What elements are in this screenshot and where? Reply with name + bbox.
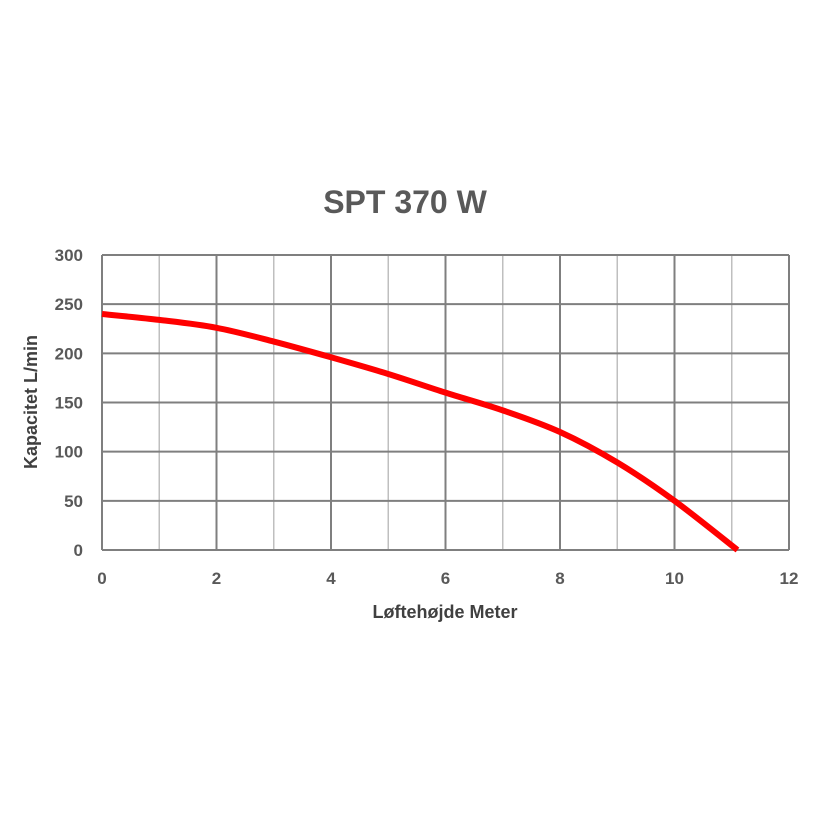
y-tick-label: 300	[55, 246, 83, 265]
y-axis-title: Kapacitet L/min	[21, 335, 41, 469]
x-tick-label: 2	[212, 569, 221, 588]
y-tick-labels: 0 50 100 150 200 250 300	[55, 246, 83, 560]
x-tick-labels: 0 2 4 6 8 10 12	[97, 569, 798, 588]
grid-major	[101, 254, 790, 551]
y-tick-label: 50	[64, 492, 83, 511]
y-tick-label: 250	[55, 295, 83, 314]
x-axis-title: Løftehøjde Meter	[372, 602, 517, 622]
x-tick-label: 6	[441, 569, 450, 588]
y-tick-label: 0	[74, 541, 83, 560]
y-tick-label: 100	[55, 443, 83, 462]
y-tick-label: 150	[55, 394, 83, 413]
x-tick-label: 0	[97, 569, 106, 588]
series-line-0	[101, 311, 740, 553]
series-layer	[101, 311, 740, 553]
chart-title: SPT 370 W	[323, 184, 487, 220]
x-tick-label: 12	[780, 569, 799, 588]
x-tick-label: 8	[555, 569, 564, 588]
y-tick-label: 200	[55, 344, 83, 363]
x-tick-label: 10	[665, 569, 684, 588]
x-tick-label: 4	[326, 569, 336, 588]
